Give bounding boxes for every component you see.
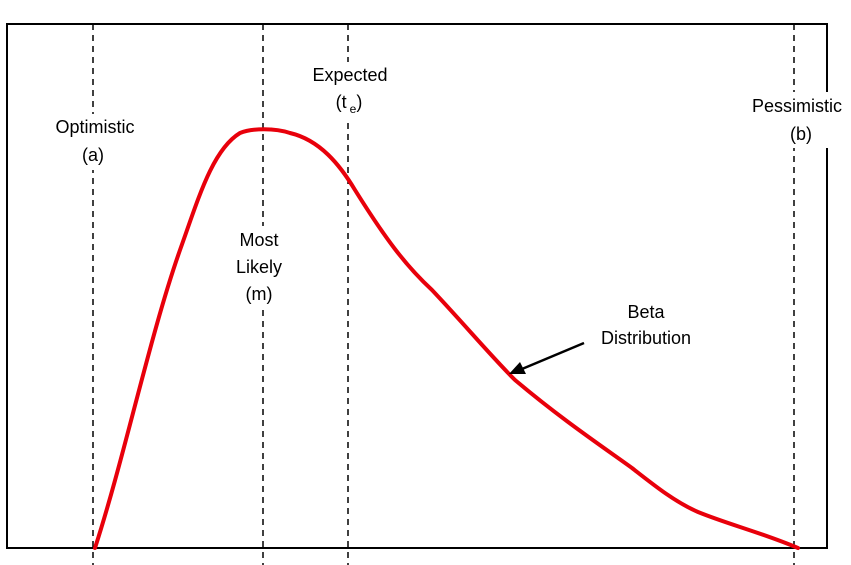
- arrow-head-icon: [509, 362, 526, 374]
- expected-symbol-open: (t: [336, 92, 347, 112]
- expected-symbol-subscript: e: [350, 102, 357, 116]
- pessimistic-symbol: (b): [790, 124, 812, 144]
- most-likely-label-line1: Most: [239, 230, 278, 250]
- expected-symbol-close: ): [356, 92, 362, 112]
- beta-distribution-label-line1: Beta: [627, 302, 665, 322]
- plot-frame: [6, 23, 828, 549]
- expected-label: Expected: [312, 65, 387, 85]
- most-likely-symbol: (m): [246, 284, 273, 304]
- optimistic-label: Optimistic: [55, 117, 134, 137]
- optimistic-symbol: (a): [82, 145, 104, 165]
- pessimistic-label: Pessimistic: [752, 96, 842, 116]
- curve-pointer-arrow: [521, 341, 585, 371]
- beta-distribution-curve: [93, 127, 800, 550]
- most-likely-label-line2: Likely: [236, 257, 282, 277]
- beta-distribution-label-line2: Distribution: [601, 328, 691, 348]
- expected-symbol: (t e): [336, 92, 363, 116]
